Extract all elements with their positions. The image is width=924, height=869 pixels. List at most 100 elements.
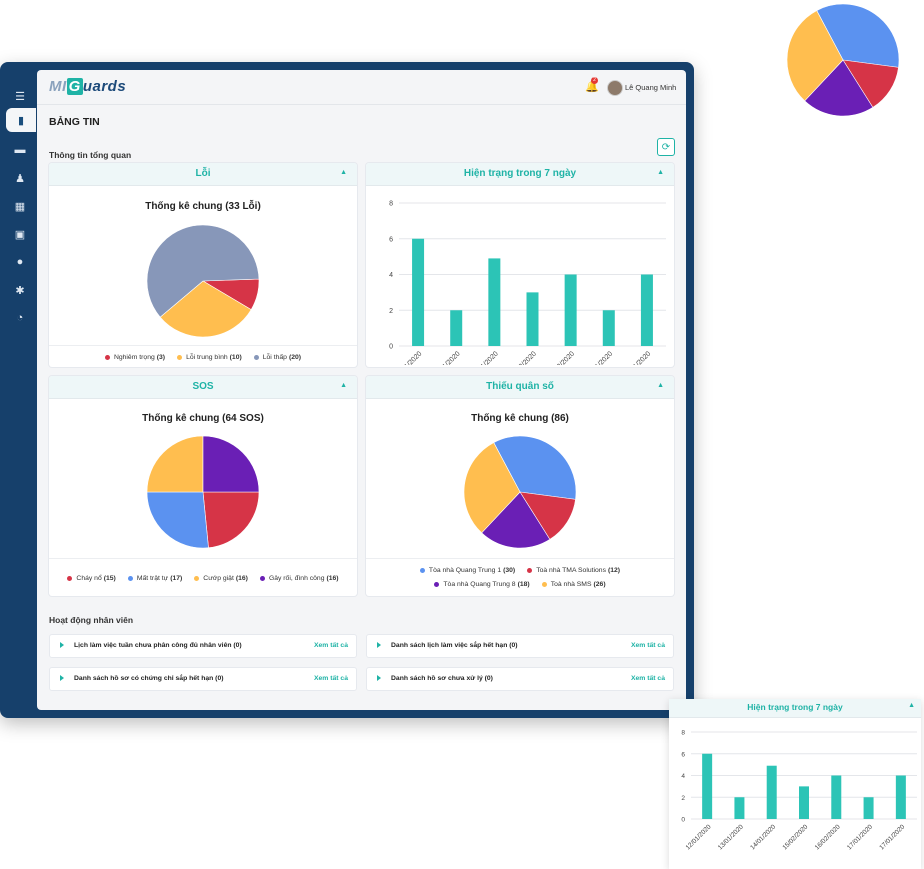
floating-card-title: Hiện trạng trong 7 ngày <box>747 702 843 712</box>
chevron-up-icon[interactable]: ▲ <box>340 382 347 389</box>
menu-icon[interactable]: ☰ <box>15 90 25 103</box>
sos-legend: Cháy nổ (15) Mất trật tự (17) Cướp giật (16) G… <box>49 558 357 596</box>
activity-item[interactable]: Lịch làm việc tuần chưa phân công đủ nhâ… <box>49 634 357 658</box>
sos-legend-item[interactable]: Cháy nổ (15) <box>67 571 116 585</box>
thieu-legend-item[interactable]: Tòa nhà Quang Trung 1 (30) <box>419 564 515 578</box>
activity-item[interactable]: Danh sách lịch làm việc sắp hết hạn (0) … <box>366 634 674 658</box>
calendar-icon[interactable]: ▦ <box>14 200 26 213</box>
bar[interactable] <box>640 274 653 347</box>
bar[interactable] <box>766 765 777 819</box>
activity-item[interactable]: Danh sách hồ sơ chưa xử lý (0) Xem tất c… <box>366 667 674 691</box>
thieu-legend-item[interactable]: Toà nhà TMA Solutions (12) <box>527 564 620 578</box>
sos-slice[interactable] <box>202 491 260 549</box>
bar[interactable] <box>734 797 745 819</box>
caret-right-icon[interactable] <box>60 642 64 648</box>
card-sos-header[interactable]: SOS ▲ <box>49 376 357 399</box>
card-thieu-header[interactable]: Thiếu quân số ▲ <box>366 376 674 399</box>
floating-slice[interactable] <box>786 10 844 102</box>
sos-legend-item[interactable]: Mất trật tự (17) <box>127 571 182 585</box>
view-all-link[interactable]: Xem tất cả <box>313 675 348 682</box>
monitor-icon[interactable]: ▬ <box>14 144 26 156</box>
x-tick-label: 16/02/2020 <box>814 823 842 851</box>
loi-chart-title: Thống kê chung (33 Lỗi) <box>145 201 261 212</box>
card-sos-title: SOS <box>192 381 214 392</box>
card-status-header[interactable]: Hiện trạng trong 7 ngày ▲ <box>366 163 674 186</box>
card-loi: Lỗi ▲ Thống kê chung (33 Lỗi) Nghiêm trọ… <box>49 163 357 367</box>
sos-legend-item[interactable]: Gây rối, đình công (16) <box>259 571 339 585</box>
clock-icon[interactable]: ◔ <box>16 312 24 324</box>
bar[interactable] <box>450 310 463 346</box>
floating-slice[interactable] <box>804 59 874 117</box>
bar[interactable] <box>895 775 906 820</box>
bar[interactable] <box>412 238 425 346</box>
caret-right-icon[interactable] <box>377 642 381 648</box>
x-tick-label: 15/02/2020 <box>781 823 809 851</box>
bar[interactable] <box>831 775 842 820</box>
bar[interactable] <box>799 786 809 819</box>
caret-right-icon[interactable] <box>377 675 381 681</box>
x-tick-label: 17/01/2020 <box>584 350 614 365</box>
loi-legend-item[interactable]: Lỗi thấp (20) <box>253 350 301 364</box>
refresh-button[interactable]: ⟳ <box>657 138 675 156</box>
sos-slice[interactable] <box>146 491 209 549</box>
chevron-up-icon[interactable]: ▲ <box>657 169 664 176</box>
y-tick-label: 6 <box>389 236 393 243</box>
loi-slice[interactable] <box>159 280 252 338</box>
x-tick-label: 15/02/2020 <box>508 350 538 365</box>
card-thieu-title: Thiếu quân số <box>486 381 554 392</box>
sos-legend-item[interactable]: Cướp giật (16) <box>194 571 248 585</box>
card-loi-header[interactable]: Lỗi ▲ <box>49 163 357 186</box>
loi-legend-item[interactable]: Lỗi trung bình (10) <box>177 350 242 364</box>
overview-title: Thông tin tổng quan <box>49 150 132 160</box>
clipboard-icon[interactable]: ▣ <box>14 228 26 241</box>
floating-slice[interactable] <box>816 3 900 68</box>
floating-bar-chart: 0 2 4 6 8 12/01/2020 13/01/2020 14/01/2020 15/02… <box>681 730 917 851</box>
caret-right-icon[interactable] <box>60 675 64 681</box>
avatar[interactable] <box>607 80 623 96</box>
card-loi-title: Lỗi <box>195 168 211 179</box>
loi-slice[interactable] <box>146 224 260 318</box>
user-icon[interactable]: ● <box>16 256 24 268</box>
y-tick-label: 4 <box>389 272 393 279</box>
bar[interactable] <box>564 274 577 347</box>
thieu-slice[interactable] <box>481 491 551 549</box>
bar[interactable] <box>702 753 713 819</box>
sos-slice[interactable] <box>146 435 204 493</box>
legend-dot-icon <box>253 354 259 360</box>
notification-bell-icon[interactable]: 🔔 2 <box>585 77 599 93</box>
bar[interactable] <box>488 258 501 346</box>
floating-card-header: Hiện trạng trong 7 ngày ▲ <box>669 699 921 718</box>
thieu-legend-item[interactable]: Toà nhà SMS (26) <box>541 578 606 592</box>
floating-status-card: Hiện trạng trong 7 ngày ▲ 0 2 4 6 8 12/01/202… <box>669 699 921 869</box>
view-all-link[interactable]: Xem tất cả <box>630 642 665 649</box>
thieu-slice[interactable] <box>463 442 521 534</box>
bar[interactable] <box>863 797 874 819</box>
thieu-slice[interactable] <box>493 435 577 500</box>
bar[interactable] <box>526 292 539 346</box>
activity-item[interactable]: Danh sách hồ sơ có chứng chỉ sắp hết hạn… <box>49 667 357 691</box>
loi-legend-item[interactable]: Nghiêm trọng (3) <box>104 350 165 364</box>
sos-chart-title: Thống kê chung (64 SOS) <box>142 413 264 424</box>
x-tick-label: 13/01/2020 <box>717 823 745 851</box>
legend-dot-icon <box>527 568 533 573</box>
chevron-up-icon[interactable]: ▲ <box>340 169 347 176</box>
thieu-legend-item[interactable]: Tòa nhà Quang Trung 8 (18) <box>434 578 530 592</box>
gear-icon[interactable]: ✱ <box>15 284 25 297</box>
user-gear-icon[interactable]: ♟ <box>15 172 25 185</box>
chevron-up-icon[interactable]: ▲ <box>657 382 664 389</box>
card-sos: SOS ▲ Thống kê chung (64 SOS) Cháy nổ (15… <box>49 376 357 596</box>
view-all-link[interactable]: Xem tất cả <box>630 675 665 682</box>
bar-chart-icon[interactable]: ▮ <box>6 108 36 132</box>
floating-pie-chart <box>786 3 900 117</box>
view-all-link[interactable]: Xem tất cả <box>313 642 348 649</box>
user-name[interactable]: Lê Quang Minh <box>625 83 677 92</box>
loi-legend: Nghiêm trọng (3) Lỗi trung bình (10) Lỗi thấ… <box>49 345 357 367</box>
sidebar: ☰ ▮ ▬ ♟ ▦ ▣ ● ✱ ◔ <box>0 62 36 718</box>
sos-slice[interactable] <box>202 435 260 493</box>
legend-dot-icon <box>104 354 110 360</box>
x-tick-label: 14/01/2020 <box>749 823 777 851</box>
bar[interactable] <box>602 310 615 346</box>
